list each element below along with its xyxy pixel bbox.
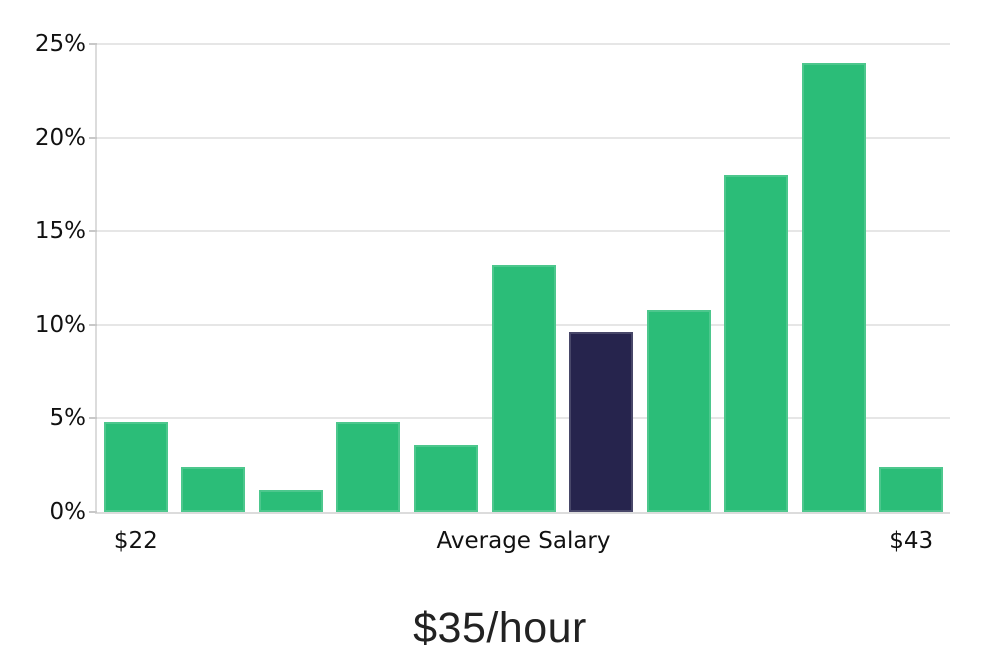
y-tick-mark [89,136,97,139]
y-axis-spine [95,44,97,512]
x-axis-spine [95,512,950,514]
bar [181,467,246,512]
bar [491,264,556,512]
y-tick-mark [89,417,97,420]
x-tick-label: Average Salary [436,528,611,554]
y-tick-mark [89,511,97,513]
chart-title: $35/hour [413,604,587,652]
gridline-20 [97,136,950,139]
y-tick-mark [89,230,97,233]
bar [336,422,401,512]
y-tick-label: 15% [34,218,86,245]
x-tick-label: $43 [889,528,934,554]
bar [879,467,944,512]
bar-average-salary [569,332,634,512]
y-tick-mark [89,323,97,326]
gridline-15 [97,230,950,233]
bar [258,489,323,512]
bar [724,175,789,512]
bar [103,422,168,512]
y-tick-label: 25% [34,31,86,57]
x-tick-label: $22 [113,528,158,554]
y-tick-label: 0% [49,499,87,525]
bar [801,62,866,512]
plot-area [95,43,950,514]
y-tick-label: 10% [34,311,86,338]
bars-layer [97,44,950,512]
y-tick-mark [89,43,97,45]
bar [413,444,478,512]
bar [646,309,711,512]
y-tick-label: 20% [34,124,86,151]
gridline-25 [97,43,950,45]
y-tick-label: 5% [49,405,87,432]
